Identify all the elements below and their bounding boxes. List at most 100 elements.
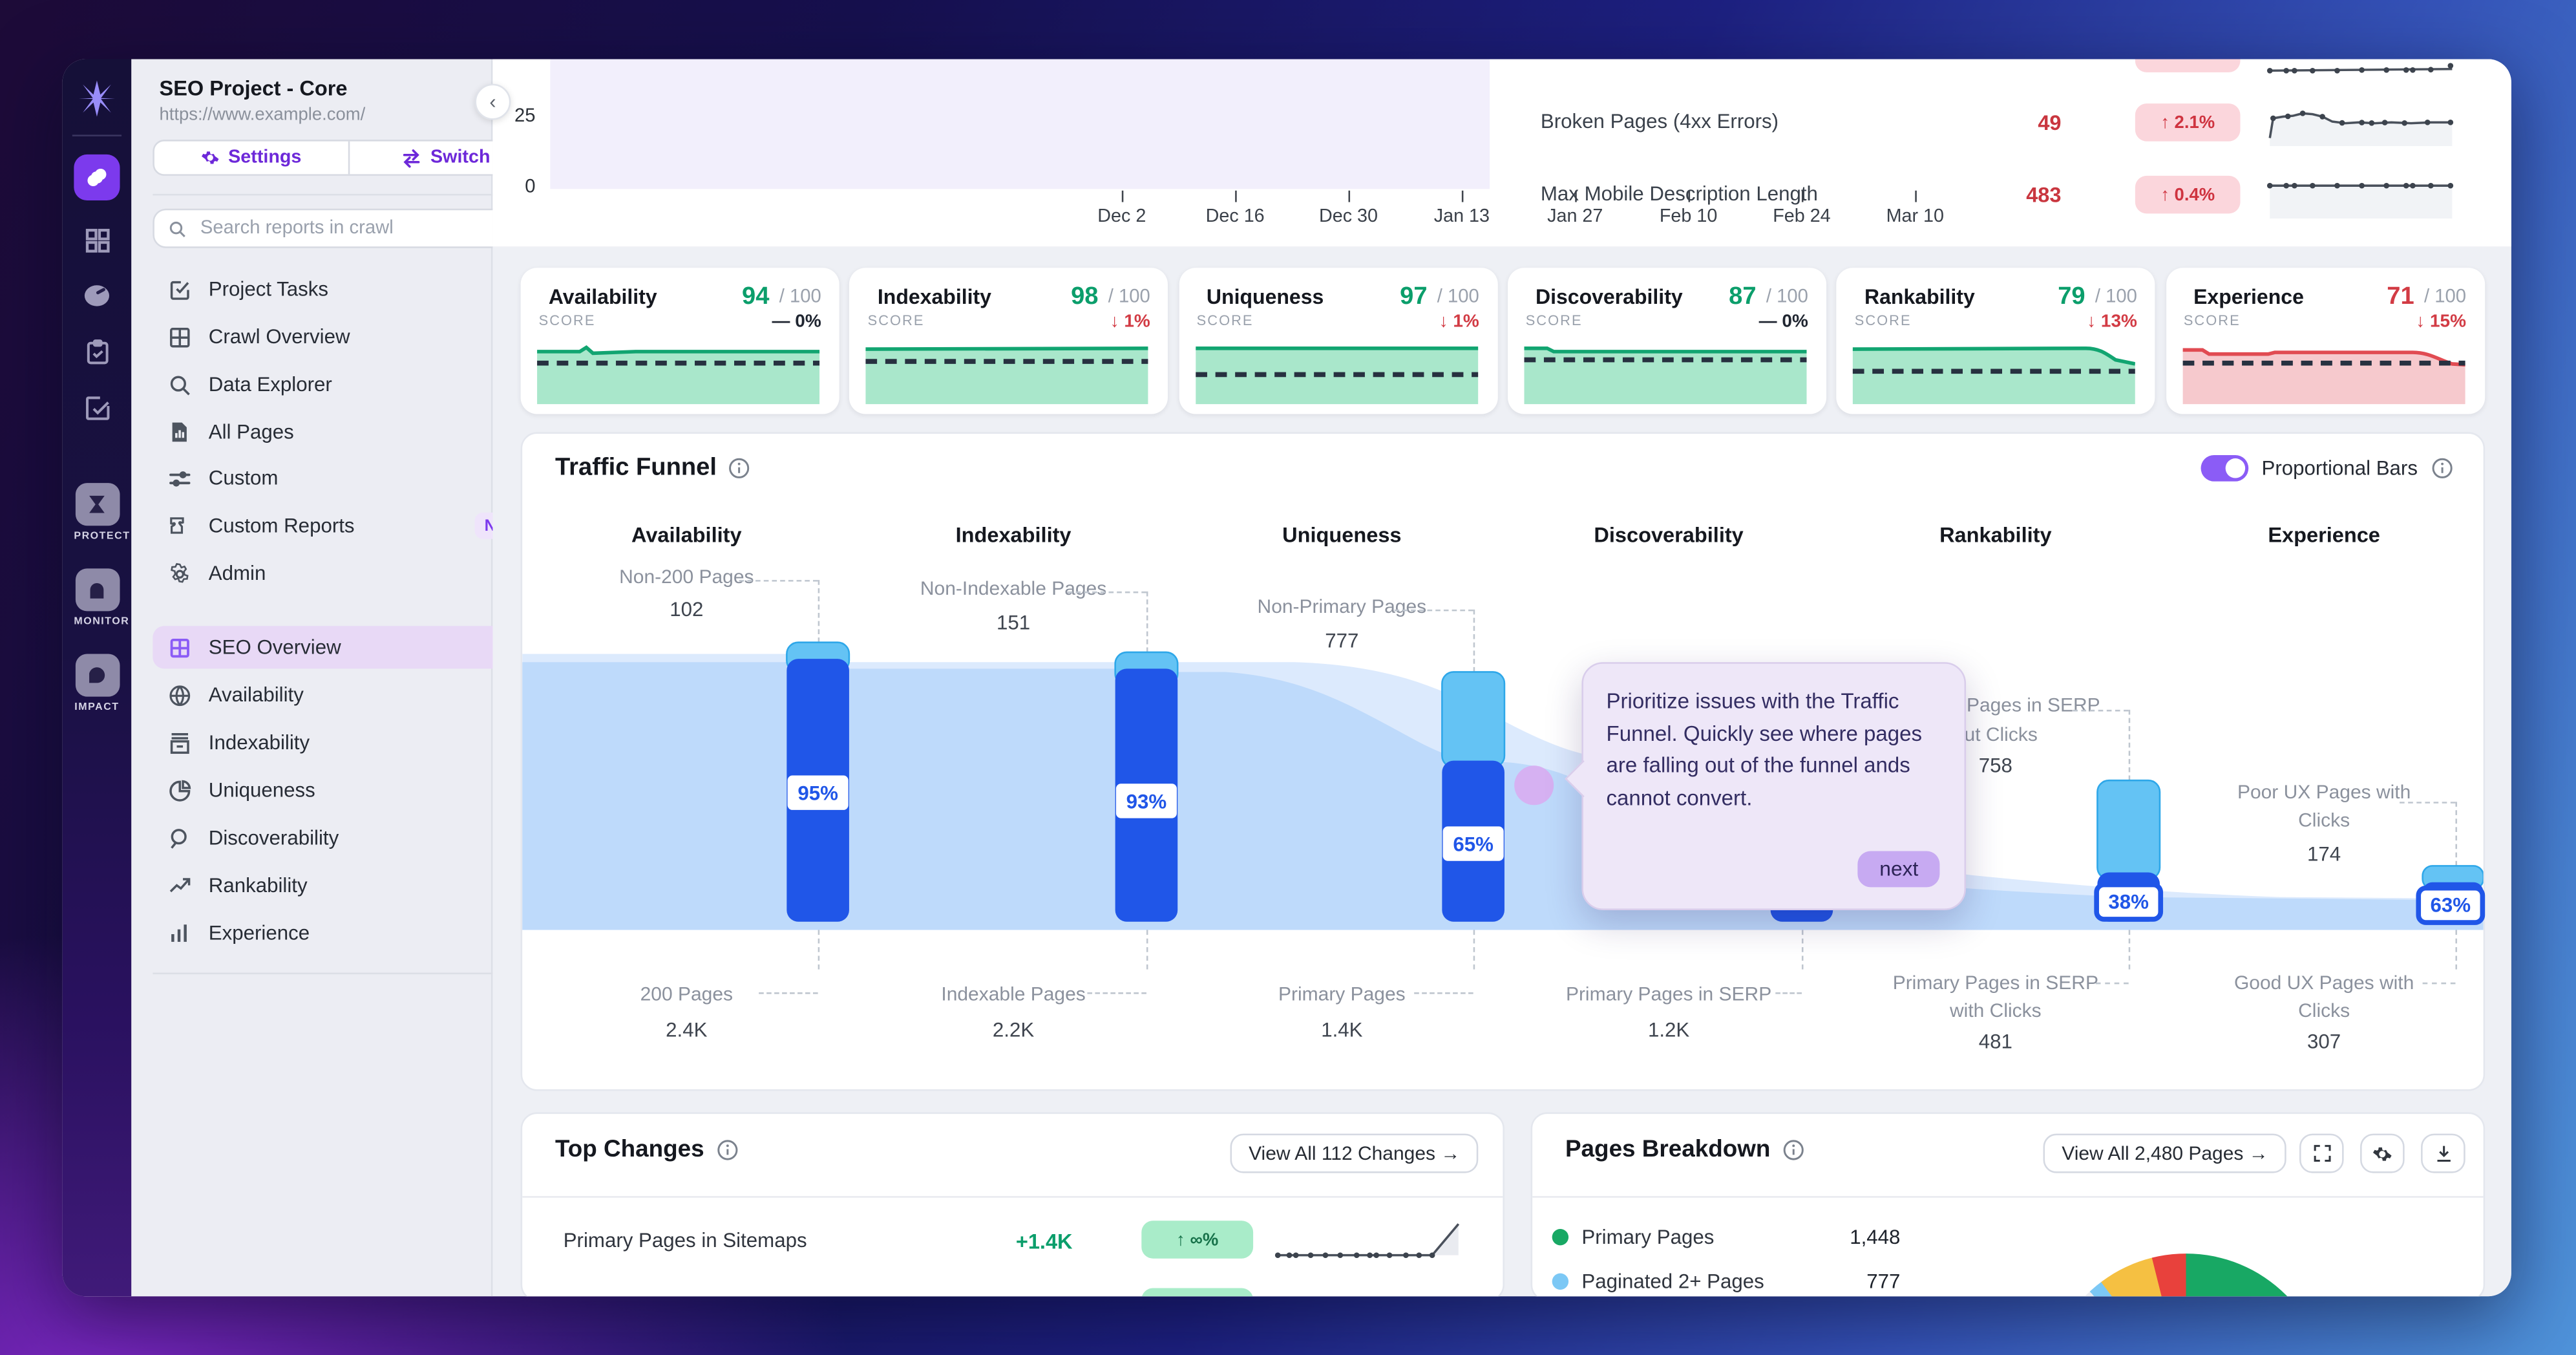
x-axis-label: Feb 24	[1773, 207, 1831, 227]
sidebar-item-admin[interactable]: Admin	[153, 552, 547, 595]
metric-row-broken-pages[interactable]: Broken Pages (4xx Errors) 49 ↑ 2.1%	[1540, 100, 2493, 147]
settings-button[interactable]: Settings	[154, 142, 348, 175]
sidebar-item-custom[interactable]: Custom	[153, 457, 547, 500]
funnel-top-label: Pages in SERP	[1966, 693, 2100, 717]
project-actions: Settings Switch	[153, 140, 544, 176]
info-icon[interactable]	[1782, 1138, 1805, 1162]
funnel-bottom-label: Good UX Pages with	[2233, 970, 2414, 994]
sparkline	[2266, 182, 2454, 219]
search-input[interactable]	[196, 217, 529, 240]
rail-group-impact[interactable]: IMPACT	[74, 654, 120, 713]
sidebar-item-crawl-overview[interactable]: Crawl Overview	[153, 315, 547, 358]
top-changes-title: Top Changes	[555, 1136, 704, 1164]
info-icon[interactable]	[2431, 457, 2454, 480]
rail-item-dashboards-icon[interactable]	[74, 217, 120, 262]
score-card-title: Indexability	[877, 284, 991, 308]
pages-breakdown-pie-chart	[2045, 1254, 2328, 1297]
change-badge: ↑ 0.4%	[2135, 175, 2241, 214]
sidebar-item-project-tasks[interactable]: Project Tasks 1	[153, 268, 547, 310]
score-card-title: Experience	[2193, 284, 2304, 308]
connector-line	[739, 580, 818, 582]
sidebar-item-rankability[interactable]: Rankability	[153, 864, 547, 907]
rail-item-tasks-icon[interactable]	[74, 328, 120, 374]
score-card-indexability[interactable]: Indexability 98 / 100 SCORE ↓ 1%	[849, 268, 1168, 414]
score-card-discoverability[interactable]: Discoverability 87 / 100 SCORE — 0%	[1507, 268, 1826, 414]
next-button[interactable]: next	[1858, 851, 1940, 888]
sidebar-item-label: Custom Reports	[208, 514, 355, 538]
rail-group-monitor[interactable]: MONITOR	[74, 568, 129, 628]
card-divider	[522, 1196, 1503, 1198]
funnel-top-label: Non-200 Pages	[619, 565, 754, 588]
connector-line	[2455, 802, 2457, 866]
impact-icon	[74, 654, 120, 697]
table-icon	[166, 325, 193, 349]
score-card-title: Availability	[548, 284, 657, 308]
sidebar-item-availability[interactable]: Availability	[153, 674, 547, 716]
sidebar-item-seo-overview[interactable]: SEO Overview	[153, 626, 547, 669]
proportional-bars-toggle[interactable]	[2201, 454, 2249, 482]
sidebar-item-label: Admin	[208, 562, 266, 585]
metric-row-max-mobile-description[interactable]: Max Mobile Description Length 483 ↑ 0.4%	[1541, 173, 2493, 219]
settings-button[interactable]	[2360, 1133, 2405, 1173]
sidebar-item-data-explorer[interactable]: Data Explorer	[153, 363, 547, 406]
x-tick-mark	[1575, 190, 1577, 202]
sidebar-divider	[153, 972, 544, 975]
score-card-rankability[interactable]: Rankability 79 / 100 SCORE ↓ 13%	[1836, 268, 2155, 414]
score-card-availability[interactable]: Availability 94 / 100 SCORE — 0%	[520, 268, 839, 414]
sparkline	[2268, 111, 2454, 147]
connector-line	[1414, 992, 1473, 994]
sidebar-item-discoverability[interactable]: Discoverability	[153, 816, 547, 859]
rail-item-reports-icon[interactable]	[74, 385, 120, 431]
funnel-title: Traffic Funnel	[555, 453, 717, 482]
score-card-uniqueness[interactable]: Uniqueness 97 / 100 SCORE ↓ 1%	[1178, 268, 1497, 414]
page-chart-icon	[166, 421, 193, 444]
legend-dot-blue	[1552, 1273, 1569, 1290]
switch-button[interactable]: Switch	[347, 141, 542, 175]
gear-outline-icon	[166, 561, 193, 586]
score-trend-chart	[2182, 348, 2465, 405]
x-axis-label: Jan 27	[1547, 207, 1603, 227]
funnel-bottom-label: Primary Pages in SERP	[1892, 970, 2098, 994]
magnifier-icon	[166, 372, 193, 397]
score-value: 97	[1400, 283, 1428, 311]
search-box[interactable]	[153, 208, 544, 248]
funnel-bottom-value: 481	[1978, 1030, 2012, 1054]
score-change: — 0%	[1758, 312, 1808, 332]
fullscreen-button[interactable]	[2299, 1133, 2344, 1173]
funnel-percentage: 65%	[1442, 826, 1504, 861]
sidebar-item-label: Project Tasks	[208, 277, 329, 301]
x-tick-mark	[1688, 190, 1691, 202]
funnel-chart[interactable]	[522, 560, 2484, 930]
connector-line	[1087, 992, 1146, 994]
sidebar-item-label: All Pages	[208, 420, 294, 444]
rail-group-protect[interactable]: PROTECT	[74, 483, 131, 542]
check-square-icon	[166, 277, 193, 301]
view-all-changes-button[interactable]: View All 112 Changes →	[1230, 1133, 1479, 1173]
score-label: SCORE	[1525, 312, 1583, 329]
score-label: SCORE	[538, 312, 596, 329]
connector-line	[1146, 591, 1148, 652]
score-value: 87	[1729, 283, 1757, 311]
switch-label: Switch	[430, 147, 491, 168]
sidebar-item-uniqueness[interactable]: Uniqueness	[153, 769, 547, 811]
score-label: SCORE	[2183, 312, 2241, 329]
rail-group-label: PROTECT	[74, 530, 131, 542]
sidebar-item-all-pages[interactable]: All Pages	[153, 411, 547, 453]
rail-item-gauge-icon[interactable]	[74, 273, 120, 319]
funnel-bottom-value: 307	[2307, 1030, 2341, 1054]
sidebar-item-indexability[interactable]: Indexability	[153, 721, 547, 764]
info-icon[interactable]	[715, 1138, 739, 1162]
rail-item-analyze-active[interactable]	[74, 154, 120, 201]
funnel-column-header: Availability	[631, 522, 742, 548]
view-all-pages-button[interactable]: View All 2,480 Pages →	[2043, 1133, 2286, 1173]
sidebar-item-experience[interactable]: Experience	[153, 912, 547, 954]
score-card-experience[interactable]: Experience 71 / 100 SCORE ↓ 15%	[2165, 268, 2484, 414]
download-button[interactable]	[2421, 1133, 2465, 1173]
sidebar-item-custom-reports[interactable]: Custom Reports NEW	[153, 504, 547, 547]
score-trend-chart	[1524, 346, 1807, 405]
change-badge-partial	[1141, 1288, 1254, 1297]
info-icon[interactable]	[728, 456, 752, 479]
funnel-column-header: Discoverability	[1594, 522, 1744, 548]
sidebar-collapse-button[interactable]: ‹	[474, 83, 511, 120]
metric-label: Broken Pages (4xx Errors)	[1540, 110, 1779, 133]
